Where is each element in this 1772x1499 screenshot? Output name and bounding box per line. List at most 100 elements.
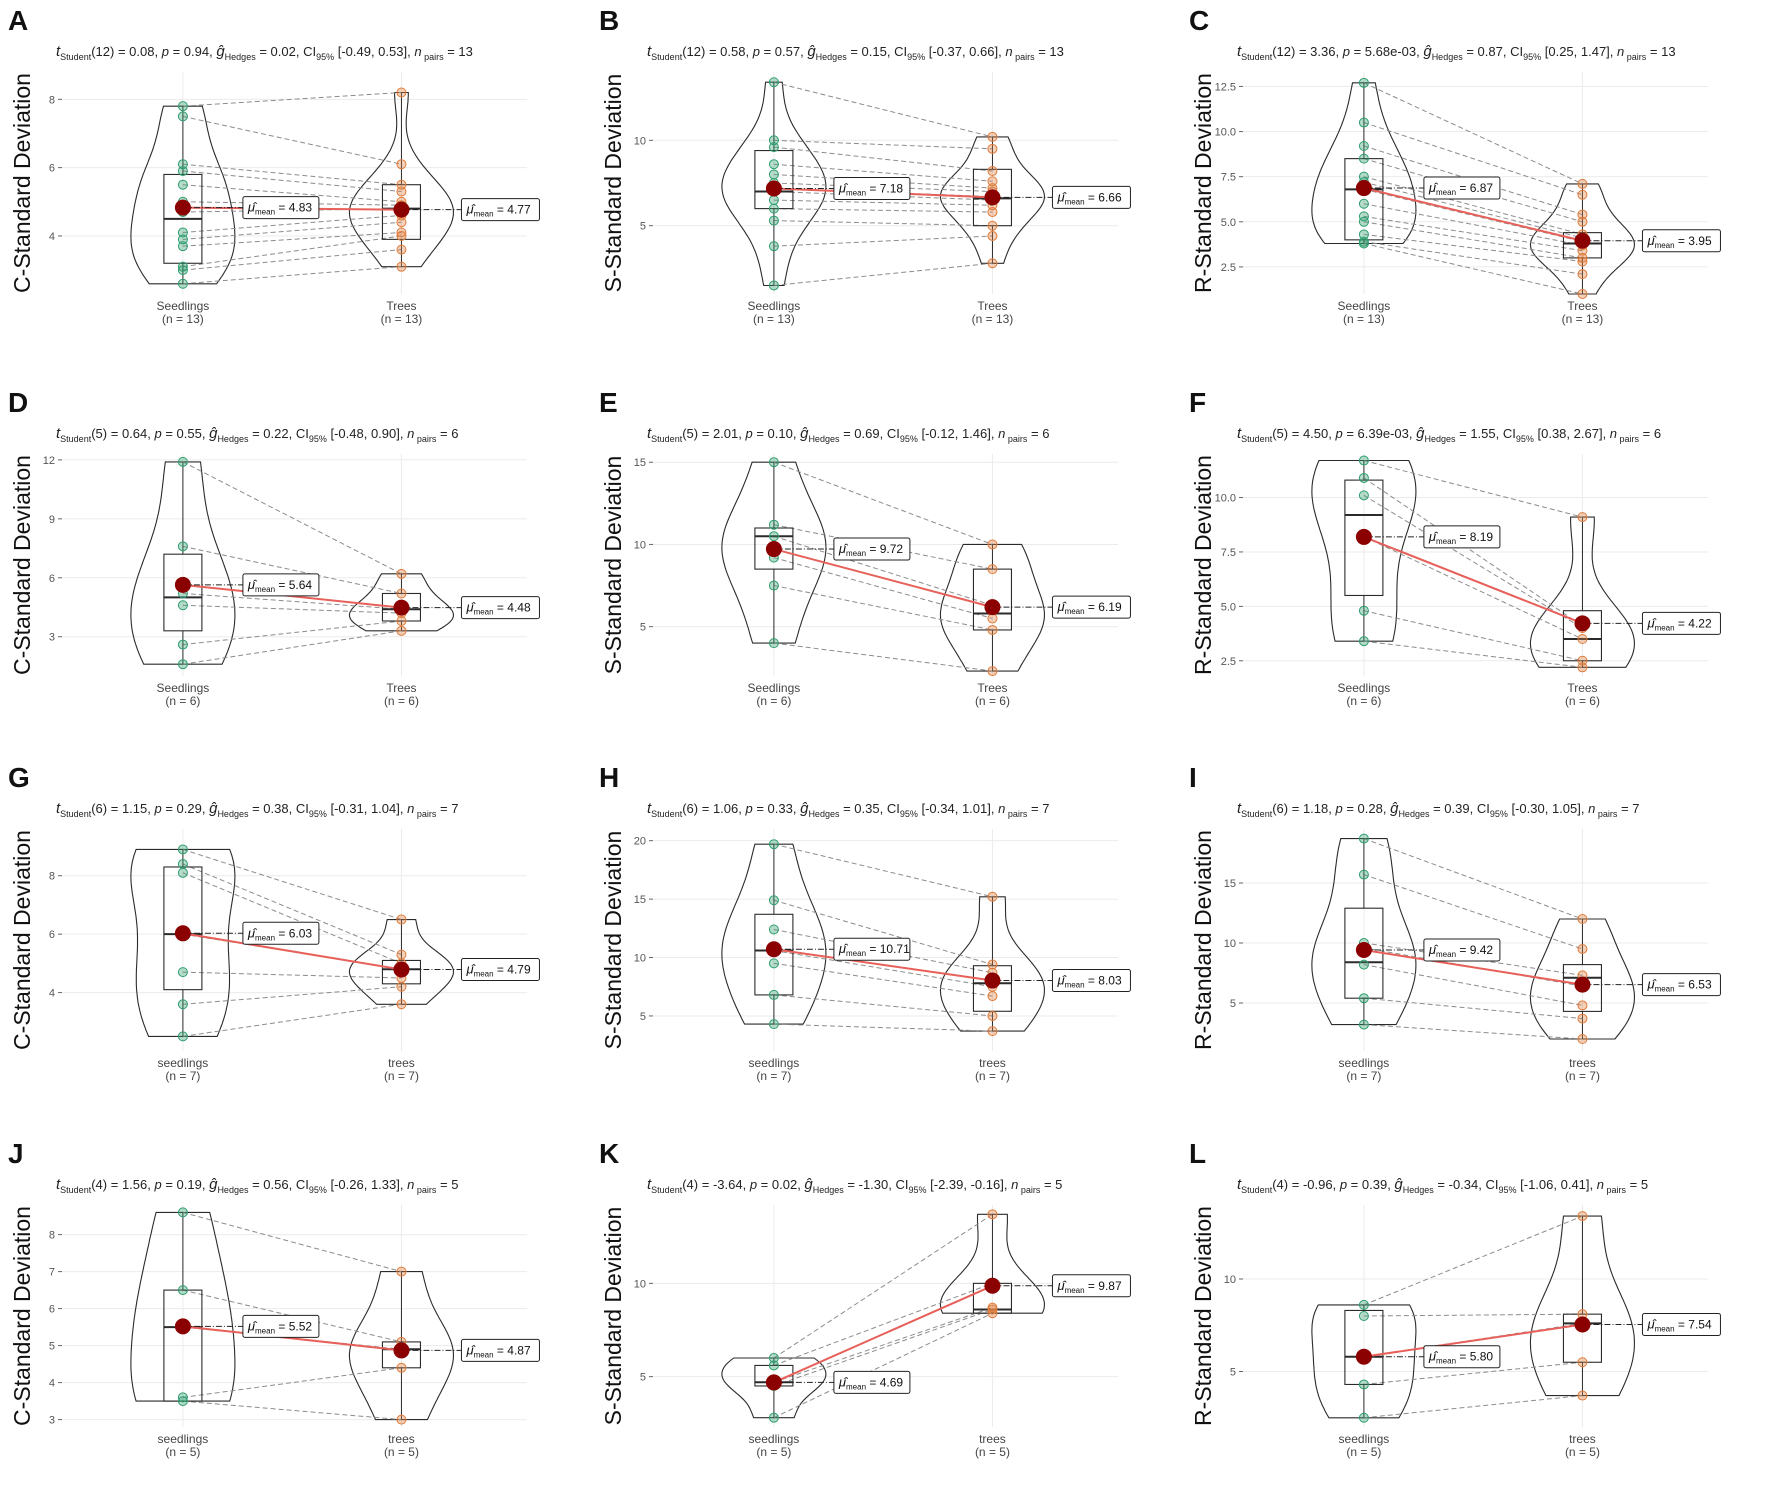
data-point (396, 914, 407, 925)
data-point (1358, 1299, 1369, 1310)
x-tick-count: (n = 7) (1346, 1069, 1381, 1083)
pair-line (773, 461, 993, 545)
pair-line (1363, 221, 1583, 259)
y-tick-label: 5 (640, 1011, 646, 1023)
pair-line (1363, 1361, 1583, 1385)
mean-value: 6.19 (1098, 600, 1122, 614)
panel-letter: B (599, 5, 619, 36)
y-tick-label: 10 (1224, 938, 1236, 950)
stat-value: 6 (96, 801, 103, 816)
x-tick-count: (n = 7) (165, 1069, 200, 1083)
violin-Trees (348, 573, 454, 632)
data-point (987, 666, 998, 677)
box (1344, 1309, 1384, 1385)
panel-letter: G (8, 762, 30, 793)
mean-label: μ̂mean = 5.64 (247, 577, 313, 594)
stat-value: 0.56 (263, 1177, 288, 1192)
y-tick-label: 6 (49, 573, 55, 585)
data-point (987, 166, 998, 177)
pair-line (182, 1400, 402, 1421)
stats-subtitle: tStudent(6) = 1.06, p = 0.33, ĝHedges = … (647, 800, 1049, 819)
pair-line (773, 191, 993, 201)
data-point (987, 624, 998, 635)
x-tick-label: seedlings (749, 1056, 800, 1070)
data-point (768, 519, 779, 530)
data-point (987, 1209, 998, 1220)
mean-value: 4.22 (1688, 616, 1712, 630)
y-axis-title: S-Standard Deviation (600, 74, 626, 293)
mean-label-box (1051, 595, 1131, 619)
panel-A: A C-Standard Deviation tStudent(12) = 0.08… (8, 5, 540, 326)
data-point (1577, 914, 1588, 924)
mean-point (174, 576, 191, 593)
y-axis-title: C-Standard Deviation (9, 455, 35, 675)
stat-value: -0.96 (1303, 1177, 1333, 1192)
x-tick-count: (n = 5) (1565, 1445, 1600, 1459)
mean-value: 4.83 (289, 201, 313, 215)
mean-value: 6.87 (1470, 181, 1494, 195)
y-tick-label: 5 (640, 1372, 646, 1384)
x-tick-count: (n = 6) (975, 694, 1010, 708)
x-tick-count: (n = 7) (756, 1069, 791, 1083)
mean-line (773, 548, 993, 609)
y-tick-label: 5 (49, 1341, 55, 1353)
box (1562, 1313, 1603, 1363)
panel-letter: H (599, 762, 619, 793)
plot-area (1243, 1205, 1708, 1427)
data-point (177, 166, 188, 177)
mean-value: 4.69 (880, 1375, 904, 1389)
data-point (1358, 993, 1369, 1004)
data-point (1358, 636, 1369, 647)
data-point (1358, 1412, 1369, 1423)
pair-line (182, 170, 402, 193)
stat-value: 5.68e-03 (1365, 44, 1416, 59)
data-point (396, 999, 407, 1010)
mean-line (182, 1325, 402, 1352)
pair-line (773, 81, 993, 138)
pair-line (1363, 233, 1583, 263)
mean-label: μ̂mean = 3.95 (1646, 233, 1712, 250)
panel-J: J C-Standard Deviation tStudent(4) = 1.56,… (8, 1138, 540, 1459)
mean-point (174, 199, 191, 216)
x-tick-count: (n = 7) (975, 1069, 1010, 1083)
pair-line (773, 1023, 993, 1032)
data-point (177, 659, 188, 670)
pair-line (1363, 1215, 1583, 1306)
mean-label: μ̂mean = 7.18 (838, 180, 904, 197)
pair-line (1363, 536, 1583, 640)
x-tick-label: Seedlings (157, 299, 210, 313)
data-point (987, 1010, 998, 1021)
pair-line (773, 173, 993, 189)
stats-subtitle: tStudent(4) = -0.96, p = 0.39, ĝHedges =… (1237, 1176, 1648, 1195)
violin-seedlings (721, 843, 827, 1025)
mean-value: 6.03 (289, 926, 313, 940)
stat-value: [-0.37, 0.66] (929, 44, 998, 59)
stat-value: [-0.49, 0.53] (338, 44, 407, 59)
panel-letter: K (599, 1138, 619, 1169)
pair-line (1363, 122, 1583, 196)
pair-line (773, 535, 993, 606)
data-point (1358, 455, 1369, 466)
x-tick-count: (n = 5) (756, 1445, 791, 1459)
data-point (177, 456, 188, 467)
box (1344, 158, 1384, 241)
y-tick-label: 5 (640, 221, 646, 233)
pair-line (182, 235, 402, 268)
mean-line (182, 932, 402, 971)
data-point (177, 179, 188, 190)
stat-value: [-0.30, 1.05] (1511, 801, 1580, 816)
stat-value: 4 (1277, 1177, 1284, 1192)
stat-value: 0.29 (177, 801, 202, 816)
data-point (1358, 833, 1369, 844)
box (1562, 964, 1603, 1012)
mean-line (773, 1284, 993, 1384)
y-tick-label: 2.5 (1221, 262, 1236, 274)
mean-point (1574, 232, 1591, 249)
data-point (768, 1352, 779, 1363)
data-point (768, 159, 779, 170)
data-point (177, 600, 188, 611)
pair-line (773, 843, 993, 898)
data-point (396, 261, 407, 272)
y-axis-title: S-Standard Deviation (600, 831, 626, 1050)
